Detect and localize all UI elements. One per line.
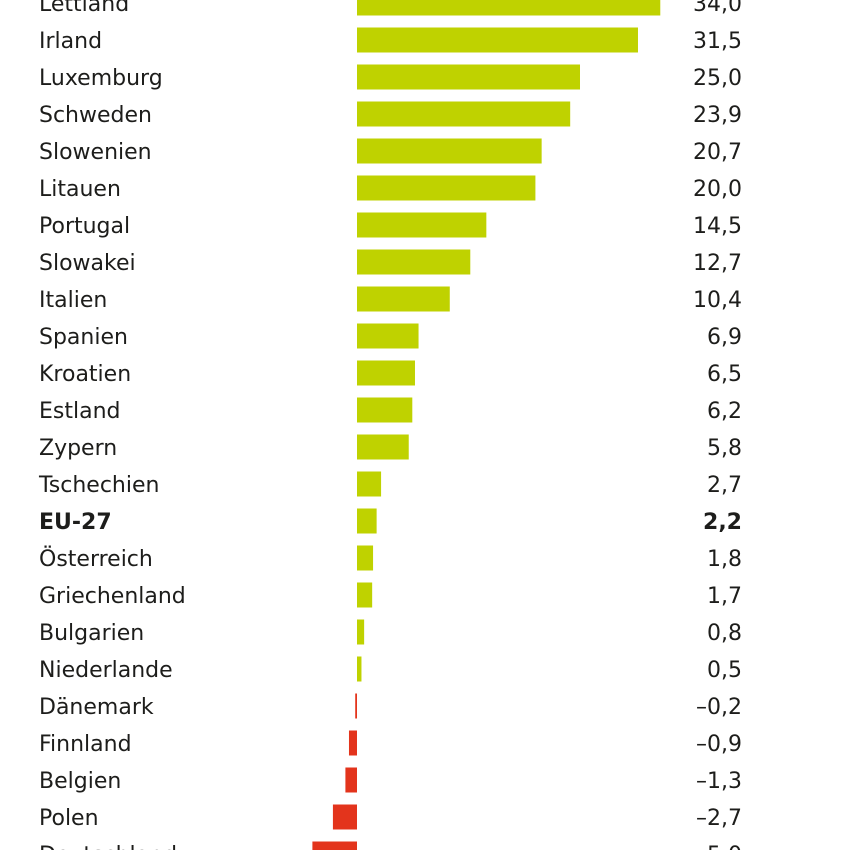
category-label-kroatien: Kroatien [39, 362, 131, 387]
category-label-griechenland: Griechenland [39, 584, 186, 609]
category-label-schweden: Schweden [39, 103, 152, 128]
bar-daenemark [355, 693, 357, 719]
category-label-belgien: Belgien [39, 769, 121, 794]
bar-finnland [348, 730, 357, 756]
bar-zypern [357, 434, 409, 460]
value-label-kroatien: 6,5 [707, 362, 742, 387]
value-label-belgien: –1,3 [696, 769, 742, 794]
bar-niederlande [357, 656, 362, 682]
values-group: 34,0 31,5 25,0 23,9 20,7 20,0 14,5 12,7 10,4 6,9 6… [693, 0, 742, 850]
bar-estland [357, 397, 413, 423]
bar-lettland [357, 0, 661, 16]
value-label-deutschland: –5,0 [696, 843, 742, 850]
bar-bulgarien [357, 619, 365, 645]
value-label-daenemark: –0,2 [696, 695, 742, 720]
bar-slowakei [357, 249, 471, 275]
value-label-slowenien: 20,7 [693, 140, 742, 165]
value-label-litauen: 20,0 [693, 177, 742, 202]
category-label-deutschland: Deutschland [39, 843, 177, 850]
bar-belgien [345, 767, 357, 793]
category-label-polen: Polen [39, 806, 99, 831]
labels-group: Lettland Irland Luxemburg Schweden Slowenien… [38, 0, 186, 850]
bar-schweden [357, 101, 571, 127]
category-label-portugal: Portugal [39, 214, 130, 239]
value-label-niederlande: 0,5 [707, 658, 742, 683]
category-label-italien: Italien [39, 288, 107, 313]
bar-litauen [357, 175, 536, 201]
value-label-oesterreich: 1,8 [707, 547, 742, 572]
bar-italien [357, 286, 450, 312]
category-label-tschechien: Tschechien [38, 473, 159, 498]
value-label-irland: 31,5 [693, 29, 742, 54]
bar-portugal [357, 212, 487, 238]
category-label-luxemburg: Luxemburg [39, 66, 163, 91]
bars-group [312, 0, 661, 850]
category-label-irland: Irland [39, 29, 102, 54]
value-label-polen: –2,7 [696, 806, 742, 831]
category-label-slowenien: Slowenien [39, 140, 152, 165]
category-label-spanien: Spanien [39, 325, 128, 350]
bar-oesterreich [357, 545, 374, 571]
category-label-niederlande: Niederlande [39, 658, 173, 683]
category-label-bulgarien: Bulgarien [39, 621, 144, 646]
bar-griechenland [357, 582, 373, 608]
category-label-slowakei: Slowakei [39, 251, 136, 276]
value-label-slowakei: 12,7 [693, 251, 742, 276]
value-label-finnland: –0,9 [696, 732, 742, 757]
value-label-schweden: 23,9 [693, 103, 742, 128]
category-label-oesterreich: Österreich [39, 546, 153, 572]
bar-luxemburg [357, 64, 580, 90]
category-label-daenemark: Dänemark [39, 695, 154, 720]
value-label-estland: 6,2 [707, 399, 742, 424]
category-label-zypern: Zypern [39, 436, 117, 461]
bar-spanien [357, 323, 419, 349]
category-label-finnland: Finnland [39, 732, 132, 757]
bar-slowenien [357, 138, 542, 164]
value-label-eu-27: 2,2 [703, 510, 742, 535]
category-label-eu-27: EU-27 [39, 510, 112, 535]
value-label-lettland: 34,0 [693, 0, 742, 17]
value-label-spanien: 6,9 [707, 325, 742, 350]
bar-kroatien [357, 360, 415, 386]
value-label-bulgarien: 0,8 [707, 621, 742, 646]
category-label-lettland: Lettland [39, 0, 129, 17]
value-label-luxemburg: 25,0 [693, 66, 742, 91]
bar-deutschland [312, 841, 357, 850]
category-label-litauen: Litauen [39, 177, 121, 202]
value-label-tschechien: 2,7 [707, 473, 742, 498]
value-label-portugal: 14,5 [693, 214, 742, 239]
value-label-italien: 10,4 [693, 288, 742, 313]
category-label-estland: Estland [39, 399, 121, 424]
bar-irland [357, 27, 638, 53]
value-label-zypern: 5,8 [707, 436, 742, 461]
bar-tschechien [357, 471, 382, 497]
bar-eu-27 [357, 508, 377, 534]
bar-polen [332, 804, 357, 830]
value-label-griechenland: 1,7 [707, 584, 742, 609]
